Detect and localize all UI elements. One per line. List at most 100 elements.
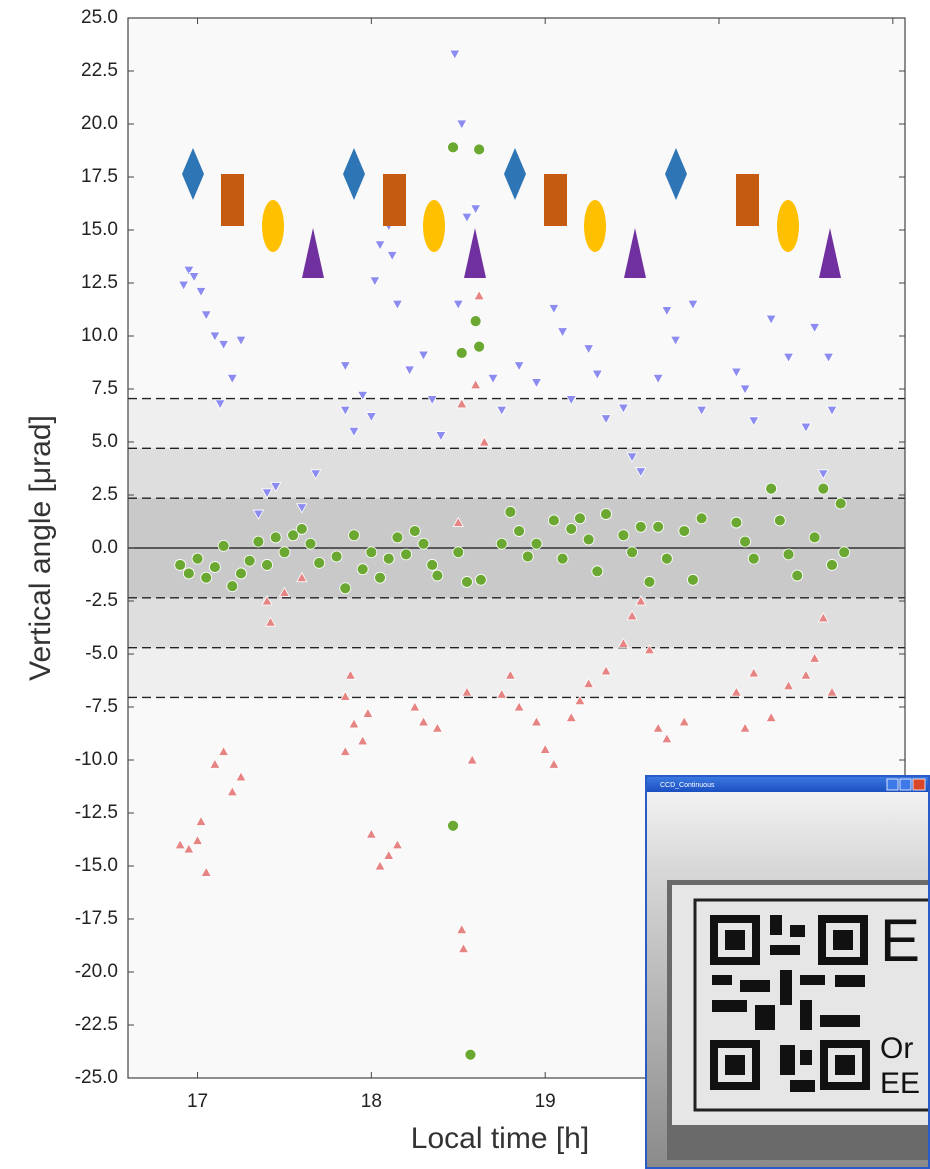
point xyxy=(817,482,830,495)
point xyxy=(269,531,282,544)
point xyxy=(782,548,795,561)
point xyxy=(634,520,647,533)
point xyxy=(617,637,630,648)
point xyxy=(235,771,247,782)
point xyxy=(449,49,461,60)
point xyxy=(391,838,404,850)
point xyxy=(252,509,265,520)
point xyxy=(747,552,760,565)
point xyxy=(473,143,486,156)
point xyxy=(504,506,517,518)
y-tick-label: 0.0 xyxy=(92,537,118,558)
y-tick-label: -22.5 xyxy=(75,1014,118,1035)
point xyxy=(447,141,459,154)
title-bar xyxy=(647,777,928,792)
point xyxy=(209,561,221,573)
point xyxy=(513,701,525,712)
rect-icon xyxy=(736,174,759,226)
point xyxy=(822,352,835,364)
point xyxy=(461,686,473,697)
point xyxy=(195,815,207,826)
point xyxy=(782,352,795,364)
point xyxy=(362,707,374,718)
point xyxy=(348,718,360,729)
point xyxy=(374,860,386,871)
triangle-icon xyxy=(819,228,841,278)
point xyxy=(252,535,265,548)
point xyxy=(356,735,369,746)
point xyxy=(565,395,577,406)
x-tick-label: 17 xyxy=(187,1091,208,1112)
point xyxy=(574,512,586,525)
triangle-icon xyxy=(302,228,324,278)
point xyxy=(278,546,291,559)
y-tick-label: 15.0 xyxy=(81,219,118,240)
point xyxy=(652,722,664,733)
max-button[interactable] xyxy=(899,778,912,791)
point xyxy=(739,535,751,548)
ellipse-icon xyxy=(262,200,284,252)
point xyxy=(669,335,682,347)
point xyxy=(478,436,491,447)
y-axis-title: Vertical angle [μrad] xyxy=(24,415,57,681)
point xyxy=(452,299,464,311)
point xyxy=(365,546,378,559)
point xyxy=(270,482,282,493)
y-tick-label: 17.5 xyxy=(81,166,118,187)
point xyxy=(182,567,195,580)
y-tick-label: -5.0 xyxy=(85,643,118,664)
point xyxy=(261,488,273,499)
point xyxy=(183,265,195,277)
point xyxy=(678,525,691,537)
point xyxy=(600,665,612,676)
point xyxy=(400,548,413,561)
point xyxy=(834,497,847,510)
min-button[interactable] xyxy=(886,778,899,791)
camera-window: CCD_Continuous E Or EE xyxy=(645,775,930,1169)
point xyxy=(209,758,221,769)
point xyxy=(408,525,421,537)
point xyxy=(431,569,444,582)
point xyxy=(695,405,708,417)
point xyxy=(447,819,459,832)
point xyxy=(339,582,352,595)
point xyxy=(826,405,838,417)
point xyxy=(426,395,438,406)
point xyxy=(339,361,351,372)
y-tick-label: 10.0 xyxy=(81,325,118,346)
y-tick-label: -17.5 xyxy=(75,908,118,929)
point xyxy=(214,399,226,410)
point xyxy=(469,204,482,215)
point xyxy=(455,347,468,359)
point xyxy=(177,280,190,291)
point xyxy=(765,314,777,325)
point xyxy=(521,550,534,563)
point xyxy=(183,843,195,854)
point xyxy=(217,340,230,351)
point xyxy=(574,694,586,706)
point xyxy=(652,374,664,385)
point xyxy=(261,595,273,606)
point xyxy=(356,563,369,576)
rect-icon xyxy=(221,174,244,226)
ellipse-icon xyxy=(584,200,606,252)
point xyxy=(652,520,665,533)
rect-icon xyxy=(544,174,567,226)
label-text: EE xyxy=(880,1067,920,1100)
y-tick-label: 7.5 xyxy=(92,378,118,399)
point xyxy=(626,452,638,463)
diamond-icon xyxy=(182,148,204,200)
point xyxy=(313,556,326,569)
close-button[interactable] xyxy=(912,778,926,791)
point xyxy=(556,327,569,338)
point xyxy=(687,299,699,311)
y-tick-label: -15.0 xyxy=(75,855,118,876)
point xyxy=(457,942,470,954)
point xyxy=(431,722,444,733)
point xyxy=(209,331,221,342)
diamond-icon xyxy=(504,148,526,200)
point xyxy=(661,306,673,317)
point xyxy=(382,552,395,565)
triangle-icon xyxy=(464,228,486,278)
